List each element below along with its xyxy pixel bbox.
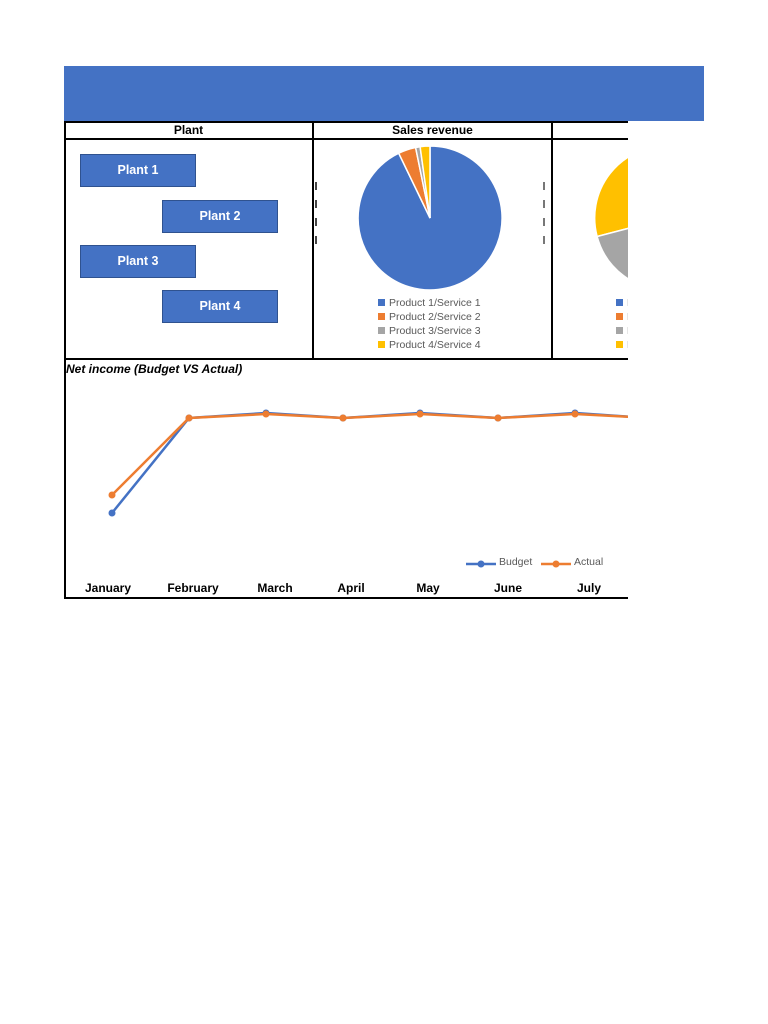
x-axis-label-may: May bbox=[416, 581, 440, 595]
net-income-line-chart bbox=[108, 409, 628, 568]
legend-label-actual: Actual bbox=[574, 556, 604, 568]
legend-swatch-icon bbox=[378, 341, 385, 348]
table-left-border bbox=[64, 121, 66, 599]
line-chart-title: Net income (Budget VS Actual) bbox=[66, 362, 243, 376]
pie-legend-item-2: Product 2/Service 2 bbox=[378, 311, 481, 323]
pie2-legend-item-3: Product 3/Service 3 bbox=[616, 325, 628, 337]
cell-marker bbox=[315, 236, 317, 244]
table-header-row bbox=[64, 121, 628, 140]
row-divider bbox=[64, 358, 628, 360]
legend-swatch-icon bbox=[616, 341, 623, 348]
pie-slice-product-4 bbox=[419, 145, 431, 219]
pie2-slice-product-4 bbox=[593, 156, 628, 238]
cell-marker bbox=[543, 218, 545, 226]
dashboard-banner bbox=[64, 66, 704, 121]
x-axis-label-march: March bbox=[257, 581, 293, 595]
pie2-legend-item-2: Product 2/Service 2 bbox=[616, 311, 628, 323]
plant-1-button[interactable]: Plant 1 bbox=[80, 154, 196, 187]
pie2-slice-product-3 bbox=[596, 227, 628, 280]
cell-marker bbox=[543, 200, 545, 208]
cell-marker bbox=[543, 236, 545, 244]
plant-4-button[interactable]: Plant 4 bbox=[162, 290, 278, 323]
x-axis-label-july: July bbox=[576, 581, 602, 595]
column-divider-1 bbox=[312, 121, 314, 360]
pie2-legend-item-4: Product 4/Service 4 bbox=[616, 339, 628, 351]
column-divider-2 bbox=[551, 121, 553, 360]
x-axis-label-april: April bbox=[337, 581, 365, 595]
column-header-sales-revenue: Sales revenue bbox=[392, 123, 473, 137]
pie-legend-item-4: Product 4/Service 4 bbox=[378, 339, 481, 351]
x-axis-label-february: February bbox=[167, 581, 219, 595]
legend-swatch-icon bbox=[378, 299, 385, 306]
plant-2-button[interactable]: Plant 2 bbox=[162, 200, 278, 233]
sales-revenue-pie-chart bbox=[108, 145, 628, 568]
legend-swatch-icon bbox=[378, 327, 385, 334]
cell-marker bbox=[315, 200, 317, 208]
x-axis-label-january: January bbox=[84, 581, 132, 595]
pie-legend-item-3: Product 3/Service 3 bbox=[378, 325, 481, 337]
legend-swatch-icon bbox=[378, 313, 385, 320]
plant-3-button[interactable]: Plant 3 bbox=[80, 245, 196, 278]
table-bottom-border bbox=[64, 597, 628, 599]
cell-marker bbox=[315, 182, 317, 190]
legend-swatch-icon bbox=[616, 299, 623, 306]
pie2-legend-item-1: Product 1/Service 1 bbox=[616, 297, 628, 309]
pie-legend-item-1: Product 1/Service 1 bbox=[378, 297, 481, 309]
legend-label-budget: Budget bbox=[499, 556, 533, 568]
column-header-plant: Plant bbox=[173, 123, 204, 137]
x-axis-label-june: June bbox=[493, 581, 523, 595]
legend-swatch-icon bbox=[616, 327, 623, 334]
legend-swatch-icon bbox=[616, 313, 623, 320]
cell-marker bbox=[543, 182, 545, 190]
dashboard-table: Plant Sales revenue Plant 1 Plant 2 Plan… bbox=[64, 121, 628, 599]
cell-marker bbox=[315, 218, 317, 226]
